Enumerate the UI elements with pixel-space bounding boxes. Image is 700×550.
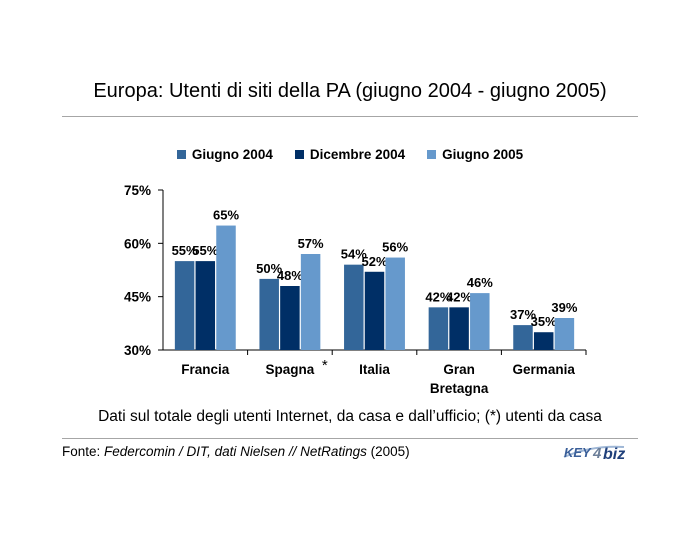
bar: [300, 254, 321, 350]
key4biz-logo: KEY 4 biz: [562, 441, 638, 463]
bar: [449, 307, 469, 350]
legend-item-dicembre-2004: Dicembre 2004: [294, 147, 406, 162]
bar-value-label: 56%: [382, 240, 408, 255]
source-year: (2005): [366, 444, 410, 459]
category-footnote-mark: *: [322, 357, 328, 374]
y-tick-label: 30%: [124, 343, 151, 358]
category-label: Italia: [359, 362, 390, 377]
logo-key-text: KEY: [564, 445, 592, 460]
bar-value-label: 37%: [510, 307, 536, 322]
bar-value-label: 39%: [551, 300, 577, 315]
legend-swatch-giugno-2004: [176, 150, 186, 159]
bar: [174, 261, 195, 350]
bar: [513, 325, 533, 350]
bar: [470, 293, 490, 350]
source-line: Fonte: Federcomin / DIT, dati Nielsen //…: [62, 444, 410, 459]
legend-label-giugno-2004: Giugno 2004: [191, 147, 273, 162]
bar-value-label: 46%: [467, 275, 493, 290]
bar: [533, 332, 554, 350]
bar: [344, 264, 364, 350]
legend: Giugno 2004 Dicembre 2004 Giugno 2005: [0, 147, 700, 162]
legend-label-giugno-2005: Giugno 2005: [442, 147, 524, 162]
y-tick-label: 60%: [124, 236, 151, 251]
bar-value-label: 65%: [213, 208, 239, 223]
bar: [195, 261, 216, 350]
bar-value-label: 42%: [425, 289, 451, 304]
bar-value-label: 54%: [341, 247, 367, 262]
category-label: Francia: [181, 362, 230, 377]
y-tick-label: 75%: [124, 183, 151, 198]
bar-value-label: 35%: [531, 314, 557, 329]
bottom-divider: [62, 438, 638, 439]
bar: [216, 225, 236, 350]
bar-value-label: 48%: [277, 268, 303, 283]
bar: [385, 257, 405, 350]
bar-value-label: 42%: [446, 289, 472, 304]
source-prefix: Fonte:: [62, 444, 105, 459]
legend-swatch-giugno-2005: [427, 150, 437, 159]
bar: [364, 271, 385, 350]
legend-item-giugno-2005: Giugno 2005: [427, 147, 523, 162]
bar-value-label: 55%: [192, 243, 218, 258]
category-label: Gran: [443, 362, 475, 377]
bar: [428, 307, 449, 350]
y-tick-label: 45%: [124, 290, 151, 305]
logo-four-text: 4: [592, 445, 602, 462]
bar: [280, 286, 300, 350]
logo-biz-text: biz: [603, 446, 625, 463]
legend-swatch-dicembre-2004: [294, 150, 304, 159]
source-org: Federcomin / DIT, dati Nielsen // NetRat…: [104, 444, 367, 459]
category-label: Spagna: [266, 362, 315, 377]
top-divider: [62, 116, 638, 117]
legend-label-dicembre-2004: Dicembre 2004: [309, 147, 406, 162]
bar: [259, 278, 279, 350]
bar: [554, 318, 575, 350]
legend-item-giugno-2004: Giugno 2004: [176, 147, 273, 162]
bar-value-label: 57%: [298, 236, 324, 251]
chart-title: Europa: Utenti di siti della PA (giugno …: [93, 80, 607, 102]
category-label: Germania: [513, 362, 576, 377]
bar-value-label: 52%: [361, 254, 387, 269]
bar-value-label: 55%: [172, 243, 198, 258]
bar-value-label: 50%: [256, 261, 282, 276]
category-label: Bretagna: [430, 381, 489, 396]
bar-chart: 30% 45% 60% 75% 55%55% 65% Francia 50%48% 57% Spa…: [124, 183, 587, 396]
chart-note: Dati sul totale degli utenti Internet, d…: [98, 408, 602, 425]
